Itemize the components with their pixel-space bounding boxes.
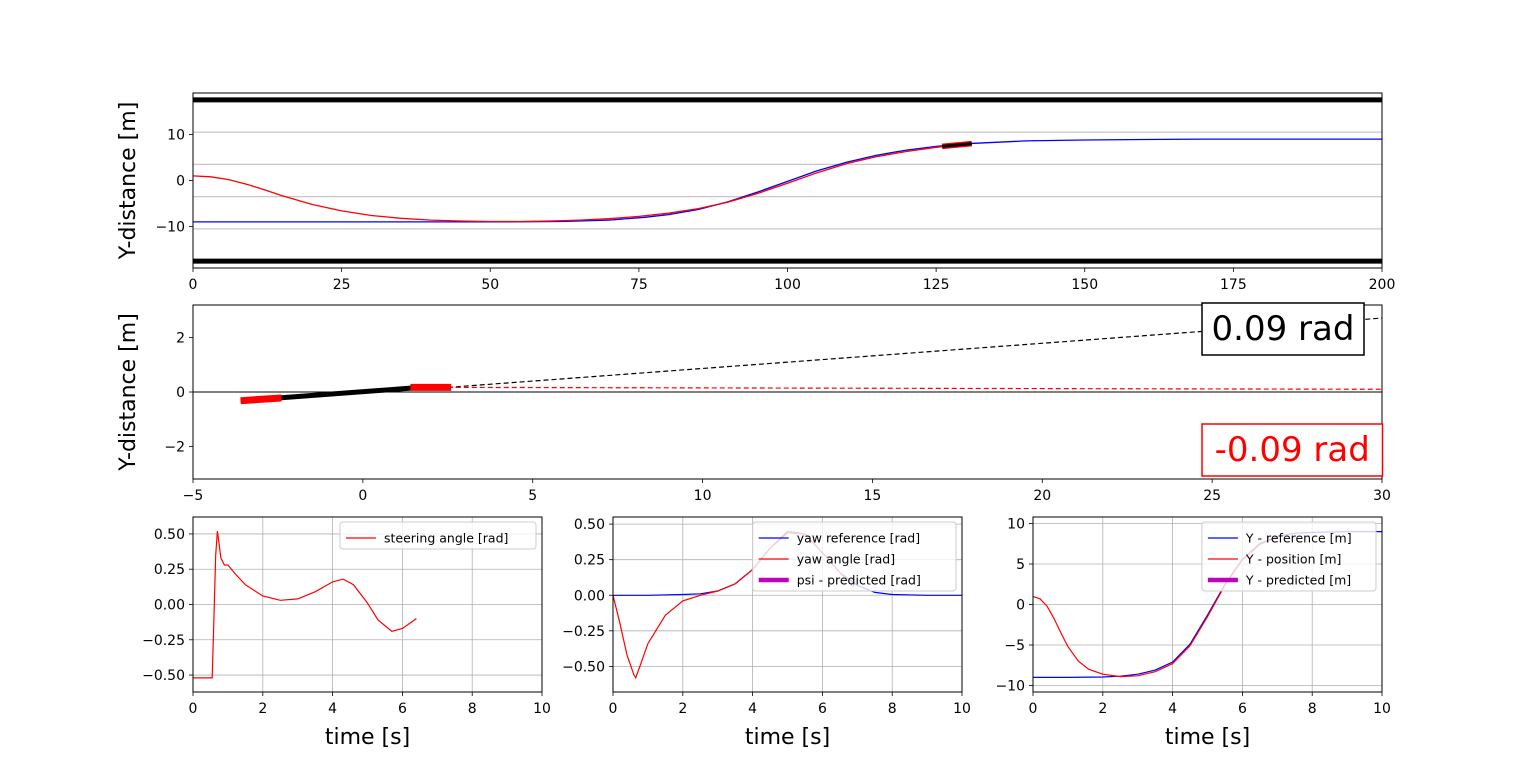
x-tick-label: 10: [1373, 701, 1391, 717]
x-tick-label: 150: [1071, 277, 1098, 293]
x-axis-label: time [s]: [745, 725, 830, 750]
x-tick-label: 4: [1168, 701, 1177, 717]
x-tick-label: 0: [609, 701, 618, 717]
y-tick-label: −10: [155, 220, 185, 236]
x-tick-label: 2: [258, 701, 267, 717]
yaw-time-chart: 0 2 4 6 8 10 −0.50 −0.25 0.00 0.25 0.50 time [s] yaw…: [562, 516, 971, 750]
x-tick-label: 8: [468, 701, 477, 717]
vehicle-zoom-chart: −5 0 5 10 15 20 25 30 −2 0 2 Y-distance [m] 0.09 rad…: [116, 302, 1391, 504]
steering-angle-label: -0.09 rad: [1215, 430, 1370, 470]
y-tick-label: −0.50: [142, 668, 185, 684]
x-tick-label: −5: [183, 488, 204, 504]
legend-label: Y - position [m]: [1245, 552, 1342, 567]
legend-label: yaw reference [rad]: [797, 531, 920, 546]
y-tick-label: −10: [995, 679, 1025, 695]
x-tick-label: 50: [481, 277, 499, 293]
y-tick-label: 10: [1007, 516, 1025, 532]
x-tick-label: 200: [1369, 277, 1396, 293]
y-tick-label: 0.25: [574, 553, 605, 569]
vehicle-marker: [941, 142, 972, 148]
x-tick-label: 100: [774, 277, 801, 293]
y-tick-label: 0.50: [154, 527, 185, 543]
vehicle-path-line: [193, 143, 966, 223]
x-tick-label: 8: [888, 701, 897, 717]
x-tick-label: 10: [953, 701, 971, 717]
legend: [1201, 521, 1377, 592]
y-tick-label: 0.50: [574, 517, 605, 533]
reference-path-line: [193, 138, 1382, 223]
y-tick-label: 10: [167, 127, 185, 143]
x-tick-label: 0: [358, 488, 367, 504]
steering-dashed-line: [447, 386, 1382, 390]
x-tick-label: 125: [923, 277, 950, 293]
x-tick-label: 6: [1238, 701, 1247, 717]
y-tick-label: 0: [176, 174, 185, 190]
series-line-0: [193, 531, 417, 679]
y-tick-label: 0: [176, 385, 185, 401]
x-tick-label: 5: [528, 488, 537, 504]
x-tick-label: 4: [748, 701, 757, 717]
axes-frame: [1032, 516, 1383, 693]
x-tick-label: 8: [1308, 701, 1317, 717]
legend-label: steering angle [rad]: [384, 531, 508, 546]
road-chart: 0 25 50 75 100 125 150 175 200 −10 0 10 Y-distance […: [116, 92, 1396, 293]
x-tick-label: 0: [1029, 701, 1038, 717]
y-tick-label: −0.25: [142, 633, 185, 649]
y-tick-label: 0.00: [574, 588, 605, 604]
x-tick-label: 10: [533, 701, 551, 717]
x-tick-label: 0: [189, 701, 198, 717]
rear-wheel: [240, 394, 282, 405]
axes-frame: [192, 92, 1383, 269]
x-tick-label: 25: [333, 277, 351, 293]
x-tick-label: 10: [694, 488, 712, 504]
x-tick-label: 15: [864, 488, 882, 504]
steer-time-chart: 0 2 4 6 8 10 −0.50 −0.25 0.00 0.25 0.50 time [s] ste…: [142, 516, 551, 750]
heading-angle-box: [1201, 302, 1365, 356]
x-tick-label: 30: [1373, 488, 1391, 504]
y-tick-label: 0: [1016, 598, 1025, 614]
x-tick-label: 175: [1220, 277, 1247, 293]
x-tick-label: 2: [678, 701, 687, 717]
legend-label: Y - reference [m]: [1245, 531, 1352, 546]
y-tick-label: 0.25: [154, 562, 185, 578]
axes-frame: [192, 516, 543, 693]
heading-angle-label: 0.09 rad: [1212, 309, 1355, 349]
axes-frame: [612, 516, 963, 693]
y-tick-label: −2: [164, 439, 185, 455]
y-tick-label: −5: [1004, 638, 1025, 654]
x-tick-label: 6: [398, 701, 407, 717]
legend-label: Y - predicted [m]: [1245, 573, 1351, 588]
x-tick-label: 20: [1033, 488, 1051, 504]
y-axis-label: Y-distance [m]: [116, 313, 141, 472]
ypos-time-chart: 0 2 4 6 8 10 −10 −5 0 5 10 time [s] Y - reference [m…: [995, 516, 1390, 750]
x-axis-label: time [s]: [1165, 725, 1250, 750]
x-tick-label: 4: [328, 701, 337, 717]
legend-label: psi - predicted [rad]: [797, 573, 921, 588]
y-tick-label: −0.25: [562, 624, 605, 640]
y-axis-label: Y-distance [m]: [116, 102, 141, 261]
vehicle-body: [277, 385, 414, 401]
x-tick-label: 25: [1203, 488, 1221, 504]
axes-frame: [192, 304, 1383, 480]
x-tick-label: 2: [1098, 701, 1107, 717]
legend: [752, 521, 957, 592]
x-tick-label: 6: [818, 701, 827, 717]
y-tick-label: 5: [1016, 557, 1025, 573]
y-tick-label: −0.50: [562, 659, 605, 675]
x-axis-label: time [s]: [325, 725, 410, 750]
x-tick-label: 75: [630, 277, 648, 293]
legend-label: yaw angle [rad]: [797, 552, 895, 567]
legend: [339, 521, 537, 550]
x-tick-label: 0: [189, 277, 198, 293]
y-tick-label: 2: [176, 331, 185, 347]
y-tick-label: 0.00: [154, 598, 185, 614]
steering-angle-box: [1201, 423, 1384, 477]
